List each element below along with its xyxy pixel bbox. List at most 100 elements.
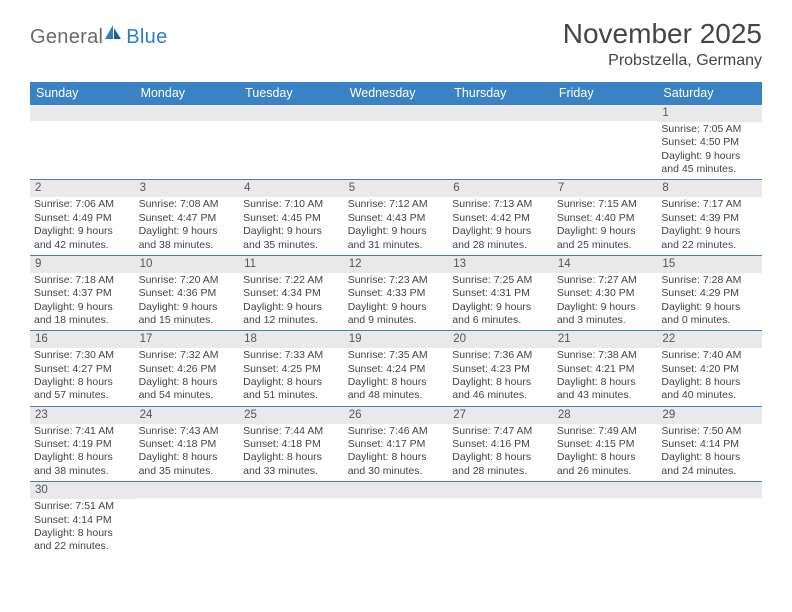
day-number: 5 xyxy=(344,180,449,197)
daylight-text: Daylight: 9 hours xyxy=(243,301,340,314)
day-number: 3 xyxy=(135,180,240,197)
daylight-text: and 24 minutes. xyxy=(661,465,758,478)
calendar-day: 9Sunrise: 7:18 AMSunset: 4:37 PMDaylight… xyxy=(30,256,135,330)
calendar-row: 9Sunrise: 7:18 AMSunset: 4:37 PMDaylight… xyxy=(30,256,762,331)
sunrise-text: Sunrise: 7:32 AM xyxy=(139,349,236,362)
daylight-text: and 15 minutes. xyxy=(139,314,236,327)
daylight-text: and 33 minutes. xyxy=(243,465,340,478)
sunrise-text: Sunrise: 7:41 AM xyxy=(34,425,131,438)
calendar-day: 3Sunrise: 7:08 AMSunset: 4:47 PMDaylight… xyxy=(135,180,240,254)
daylight-text: Daylight: 9 hours xyxy=(34,301,131,314)
sunset-text: Sunset: 4:50 PM xyxy=(661,136,758,149)
day-number: 10 xyxy=(135,256,240,273)
day-number: 22 xyxy=(657,331,762,348)
day-number xyxy=(239,482,344,498)
sunset-text: Sunset: 4:21 PM xyxy=(557,363,654,376)
calendar-empty xyxy=(239,105,344,179)
daylight-text: and 40 minutes. xyxy=(661,389,758,402)
daylight-text: and 22 minutes. xyxy=(34,540,131,553)
day-number: 6 xyxy=(448,180,553,197)
day-number: 9 xyxy=(30,256,135,273)
sunset-text: Sunset: 4:34 PM xyxy=(243,287,340,300)
sunset-text: Sunset: 4:24 PM xyxy=(348,363,445,376)
sunset-text: Sunset: 4:30 PM xyxy=(557,287,654,300)
calendar-row: 2Sunrise: 7:06 AMSunset: 4:49 PMDaylight… xyxy=(30,180,762,255)
day-number: 20 xyxy=(448,331,553,348)
sunrise-text: Sunrise: 7:06 AM xyxy=(34,198,131,211)
sunrise-text: Sunrise: 7:35 AM xyxy=(348,349,445,362)
calendar-empty xyxy=(135,482,240,556)
sunrise-text: Sunrise: 7:30 AM xyxy=(34,349,131,362)
day-number xyxy=(344,482,449,498)
sunrise-text: Sunrise: 7:28 AM xyxy=(661,274,758,287)
daylight-text: Daylight: 8 hours xyxy=(34,376,131,389)
sunrise-text: Sunrise: 7:17 AM xyxy=(661,198,758,211)
daylight-text: and 46 minutes. xyxy=(452,389,549,402)
sunset-text: Sunset: 4:36 PM xyxy=(139,287,236,300)
calendar-row: 30Sunrise: 7:51 AMSunset: 4:14 PMDayligh… xyxy=(30,482,762,556)
sunset-text: Sunset: 4:39 PM xyxy=(661,212,758,225)
daylight-text: Daylight: 9 hours xyxy=(452,301,549,314)
sunrise-text: Sunrise: 7:36 AM xyxy=(452,349,549,362)
daylight-text: and 43 minutes. xyxy=(557,389,654,402)
daylight-text: and 30 minutes. xyxy=(348,465,445,478)
sunset-text: Sunset: 4:15 PM xyxy=(557,438,654,451)
day-number xyxy=(553,105,658,121)
sunrise-text: Sunrise: 7:38 AM xyxy=(557,349,654,362)
sunset-text: Sunset: 4:37 PM xyxy=(34,287,131,300)
calendar-day: 6Sunrise: 7:13 AMSunset: 4:42 PMDaylight… xyxy=(448,180,553,254)
daylight-text: Daylight: 9 hours xyxy=(348,301,445,314)
calendar-row: 1Sunrise: 7:05 AMSunset: 4:50 PMDaylight… xyxy=(30,105,762,180)
daylight-text: Daylight: 9 hours xyxy=(348,225,445,238)
calendar-day: 28Sunrise: 7:49 AMSunset: 4:15 PMDayligh… xyxy=(553,407,658,481)
page-subtitle: Probstzella, Germany xyxy=(563,52,762,70)
sunset-text: Sunset: 4:26 PM xyxy=(139,363,236,376)
daylight-text: Daylight: 9 hours xyxy=(661,225,758,238)
sunset-text: Sunset: 4:47 PM xyxy=(139,212,236,225)
day-number: 4 xyxy=(239,180,344,197)
sunrise-text: Sunrise: 7:12 AM xyxy=(348,198,445,211)
day-number: 13 xyxy=(448,256,553,273)
daylight-text: and 6 minutes. xyxy=(452,314,549,327)
calendar-day: 19Sunrise: 7:35 AMSunset: 4:24 PMDayligh… xyxy=(344,331,449,405)
daylight-text: Daylight: 9 hours xyxy=(661,150,758,163)
calendar-empty xyxy=(448,105,553,179)
day-number: 27 xyxy=(448,407,553,424)
calendar-header-row: SundayMondayTuesdayWednesdayThursdayFrid… xyxy=(30,82,762,105)
logo: General Blue xyxy=(30,18,168,49)
sunrise-text: Sunrise: 7:44 AM xyxy=(243,425,340,438)
day-number xyxy=(30,105,135,121)
daylight-text: and 51 minutes. xyxy=(243,389,340,402)
sunrise-text: Sunrise: 7:49 AM xyxy=(557,425,654,438)
daylight-text: Daylight: 8 hours xyxy=(139,451,236,464)
calendar-day: 7Sunrise: 7:15 AMSunset: 4:40 PMDaylight… xyxy=(553,180,658,254)
day-number: 25 xyxy=(239,407,344,424)
page-title: November 2025 xyxy=(563,18,762,50)
sunset-text: Sunset: 4:14 PM xyxy=(34,514,131,527)
daylight-text: and 35 minutes. xyxy=(139,465,236,478)
sunrise-text: Sunrise: 7:25 AM xyxy=(452,274,549,287)
sunrise-text: Sunrise: 7:10 AM xyxy=(243,198,340,211)
day-number: 7 xyxy=(553,180,658,197)
sunset-text: Sunset: 4:17 PM xyxy=(348,438,445,451)
calendar-day: 21Sunrise: 7:38 AMSunset: 4:21 PMDayligh… xyxy=(553,331,658,405)
daylight-text: and 12 minutes. xyxy=(243,314,340,327)
daylight-text: Daylight: 8 hours xyxy=(557,376,654,389)
calendar-day: 11Sunrise: 7:22 AMSunset: 4:34 PMDayligh… xyxy=(239,256,344,330)
weekday-header: Monday xyxy=(135,82,240,105)
sunset-text: Sunset: 4:43 PM xyxy=(348,212,445,225)
calendar-day: 8Sunrise: 7:17 AMSunset: 4:39 PMDaylight… xyxy=(657,180,762,254)
day-number: 12 xyxy=(344,256,449,273)
sunrise-text: Sunrise: 7:22 AM xyxy=(243,274,340,287)
calendar-day: 12Sunrise: 7:23 AMSunset: 4:33 PMDayligh… xyxy=(344,256,449,330)
sunrise-text: Sunrise: 7:40 AM xyxy=(661,349,758,362)
weekday-header: Sunday xyxy=(30,82,135,105)
sunrise-text: Sunrise: 7:46 AM xyxy=(348,425,445,438)
daylight-text: and 26 minutes. xyxy=(557,465,654,478)
calendar-day: 14Sunrise: 7:27 AMSunset: 4:30 PMDayligh… xyxy=(553,256,658,330)
calendar-empty xyxy=(553,105,658,179)
sunrise-text: Sunrise: 7:27 AM xyxy=(557,274,654,287)
day-number: 1 xyxy=(657,105,762,122)
daylight-text: and 48 minutes. xyxy=(348,389,445,402)
calendar-day: 2Sunrise: 7:06 AMSunset: 4:49 PMDaylight… xyxy=(30,180,135,254)
